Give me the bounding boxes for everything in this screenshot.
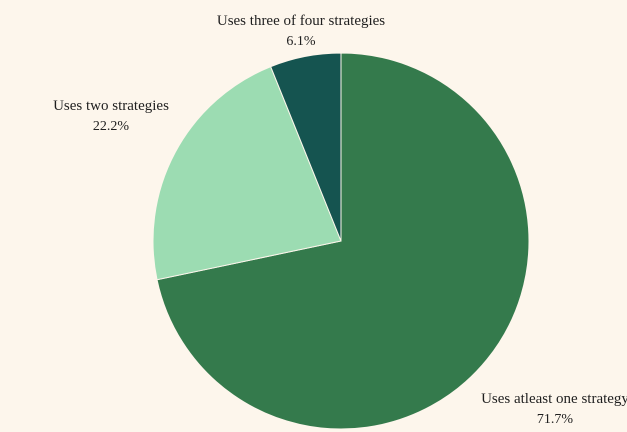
pie-labels: Uses atleast one strategy 71.7% Uses two s…	[53, 13, 627, 427]
slice-label-three-of-four-strategies: Uses three of four strategies	[217, 13, 385, 29]
slice-value-two-strategies: 22.2%	[93, 119, 130, 134]
slice-value-three-of-four-strategies: 6.1%	[286, 34, 316, 49]
pie-slice-two-strategies	[152, 65, 342, 281]
slice-value-one-strategy: 71.7%	[537, 412, 574, 427]
pie-slice-three-of-four-strategies	[270, 52, 342, 242]
pie-slices	[152, 52, 530, 430]
slice-label-one-strategy: Uses atleast one strategy	[481, 391, 627, 407]
slice-label-two-strategies: Uses two strategies	[53, 98, 169, 114]
pie-slice-one-strategy	[156, 52, 530, 430]
